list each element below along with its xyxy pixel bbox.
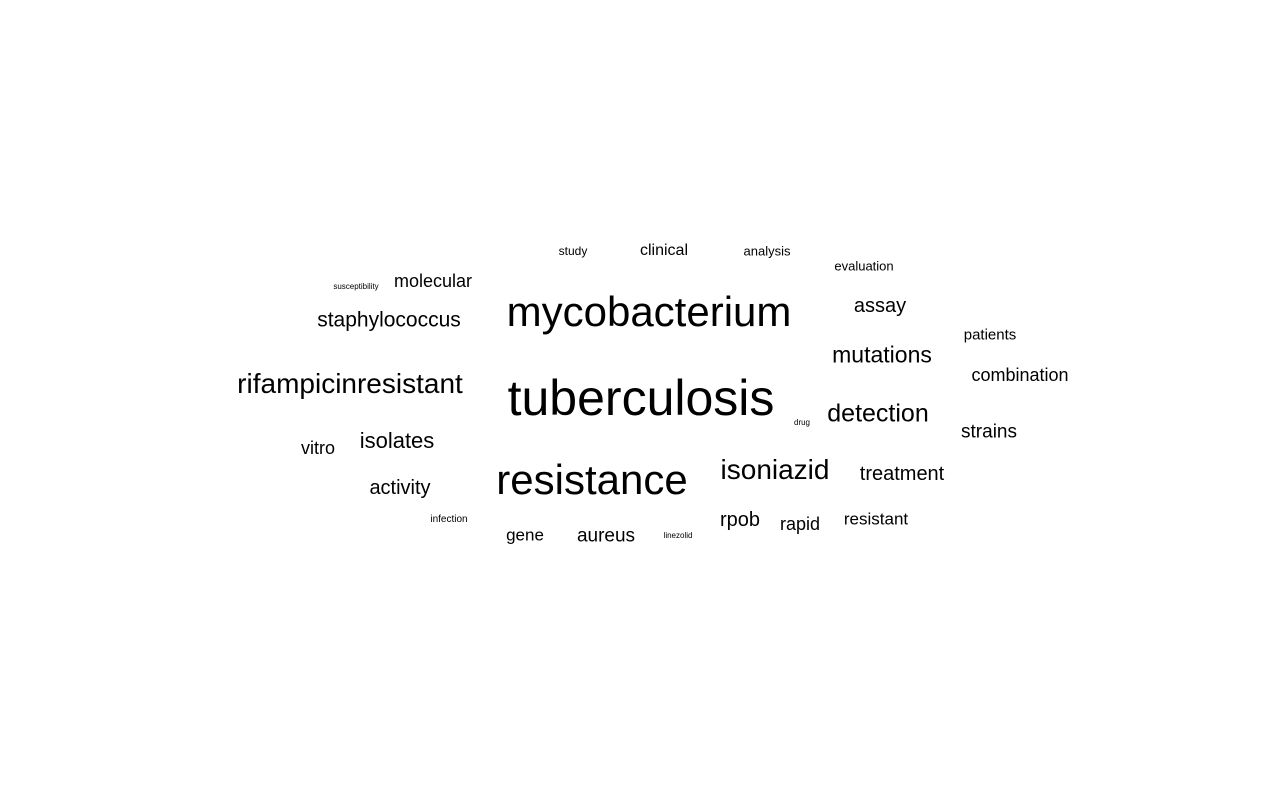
word-drug: drug [793, 418, 811, 427]
word-treatment: treatment [859, 463, 945, 485]
word-rapid: rapid [779, 514, 821, 534]
word-isolates: isolates [359, 428, 435, 453]
word-susceptibility: susceptibility [333, 282, 379, 291]
word-resistance: resistance [496, 456, 688, 503]
word-detection: detection [827, 399, 929, 428]
word-study: study [558, 244, 588, 258]
word-tuberculosis: tuberculosis [507, 370, 775, 426]
word-assay: assay [853, 295, 907, 317]
word-activity: activity [369, 477, 431, 499]
word-clinical: clinical [639, 242, 689, 259]
word-resistant: resistant [843, 509, 909, 529]
word-linezolid: linezolid [663, 531, 693, 540]
word-infection: infection [430, 514, 468, 525]
word-isoniazid: isoniazid [720, 454, 830, 485]
word-molecular: molecular [393, 271, 473, 291]
word-patients: patients [963, 326, 1017, 344]
word-gene: gene [506, 525, 544, 545]
word-mutations: mutations [832, 341, 932, 368]
word-vitro: vitro [300, 438, 336, 458]
word-strains: strains [961, 421, 1017, 443]
word-evaluation: evaluation [834, 258, 894, 274]
word-staphylococcus: staphylococcus [317, 308, 461, 332]
word-analysis: analysis [743, 243, 791, 259]
word-combination: combination [971, 365, 1069, 385]
word-rpob: rpob [719, 509, 761, 531]
word-aureus: aureus [576, 525, 636, 547]
word-rifampicinresistant: rifampicinresistant [237, 368, 463, 399]
word-mycobacterium: mycobacterium [506, 288, 792, 335]
